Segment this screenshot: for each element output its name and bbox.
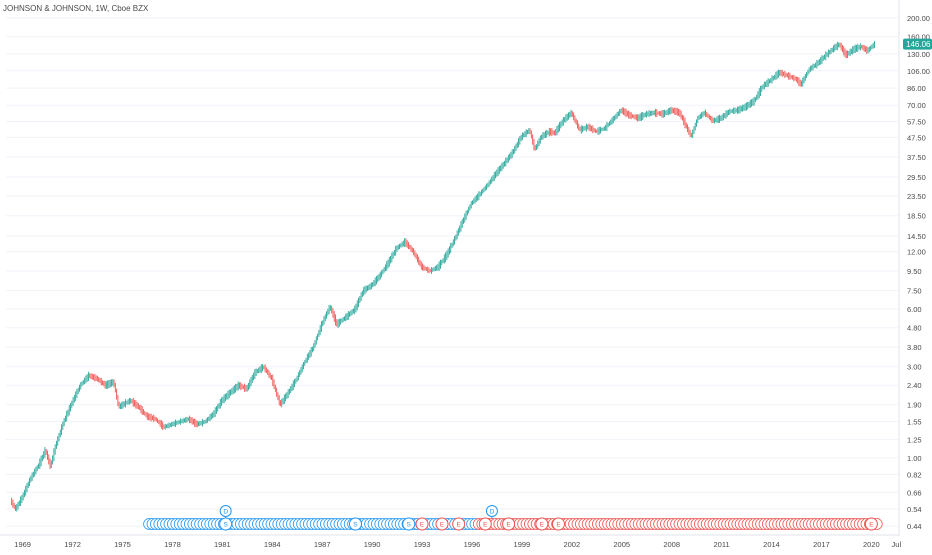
price-tick-label: 0.54 — [907, 505, 922, 514]
dividend-marker[interactable] — [485, 505, 498, 517]
time-tick-label: 1987 — [314, 540, 331, 549]
earnings-marker[interactable] — [864, 517, 878, 531]
price-tick-label: 2.40 — [907, 381, 922, 390]
price-tick-label: 9.50 — [907, 267, 922, 276]
price-tick-label: 3.00 — [907, 363, 922, 372]
price-tick-label: 130.00 — [907, 50, 930, 59]
time-tick-label: 1996 — [464, 540, 481, 549]
price-tick-label: 23.50 — [907, 192, 926, 201]
time-tick-label: 2017 — [813, 540, 830, 549]
price-tick-label: 57.50 — [907, 118, 926, 127]
time-tick-label: 2005 — [613, 540, 630, 549]
event-marker-letter: E — [506, 522, 511, 529]
price-tick-label: 0.82 — [907, 470, 922, 479]
price-tick-label: 29.50 — [907, 173, 926, 182]
time-tick-label: 1999 — [514, 540, 531, 549]
earnings-marker[interactable] — [435, 517, 449, 531]
price-tick-label: 86.00 — [907, 84, 926, 93]
price-tick-label: 1.90 — [907, 401, 922, 410]
price-tick-label: 3.80 — [907, 343, 922, 352]
price-tick-label: 1.55 — [907, 418, 922, 427]
earnings-marker[interactable] — [478, 517, 492, 531]
event-marker-letter: E — [540, 522, 545, 529]
event-marker-letter: S — [353, 522, 358, 529]
price-tick-label: 18.50 — [907, 212, 926, 221]
price-tick-label: 0.44 — [907, 522, 922, 531]
dividend-marker[interactable] — [219, 505, 232, 517]
time-tick-label: 1972 — [64, 540, 81, 549]
time-tick-label: 1990 — [364, 540, 381, 549]
price-tick-label: 70.00 — [907, 101, 926, 110]
event-marker-letter: S — [407, 522, 412, 529]
chart-gridlines — [6, 17, 898, 527]
candle-series — [11, 41, 875, 512]
price-tick-label: 6.00 — [907, 305, 922, 314]
price-tick-label: 160.00 — [907, 33, 930, 42]
price-axis[interactable]: 200.00 160.00 130.00 106.00 86.00 70.00 57.50 4… — [898, 0, 930, 536]
last-price-badge: 146.06 — [903, 38, 932, 50]
earnings-marker[interactable] — [452, 517, 466, 531]
time-tick-label: 1984 — [264, 540, 281, 549]
price-tick-label: 14.50 — [907, 232, 926, 241]
last-price-text: 146.06 — [906, 40, 931, 49]
price-tick-label: 12.00 — [907, 248, 926, 257]
earnings-marker[interactable] — [552, 517, 566, 531]
event-marker-letter: E — [420, 522, 425, 529]
price-tick-label: 0.66 — [907, 488, 922, 497]
time-tick-label: 1975 — [114, 540, 131, 549]
event-marker-letter: E — [440, 522, 445, 529]
price-tick-label: 4.80 — [907, 324, 922, 333]
time-tick-label: Jul — [892, 540, 902, 549]
earnings-marker[interactable] — [415, 517, 429, 531]
price-tick-label: 47.50 — [907, 133, 926, 142]
time-tick-label: 1981 — [214, 540, 231, 549]
time-tick-label: 2008 — [663, 540, 680, 549]
event-marker-letter: E — [556, 522, 561, 529]
split-marker[interactable] — [402, 517, 416, 531]
price-tick-label: 1.00 — [907, 454, 922, 463]
time-tick-label: 1978 — [164, 540, 181, 549]
price-tick-label: 37.50 — [907, 153, 926, 162]
price-tick-label: 106.00 — [907, 67, 930, 76]
split-marker[interactable] — [348, 517, 362, 531]
time-tick-label: 2011 — [714, 540, 730, 549]
time-tick-label: 1993 — [414, 540, 431, 549]
event-marker-letter: S — [223, 522, 228, 529]
time-tick-label: 2020 — [863, 540, 880, 549]
price-tick-label: 7.50 — [907, 287, 922, 296]
price-tick-label: 200.00 — [907, 14, 930, 23]
event-marker-letter: E — [483, 522, 488, 529]
event-markers-row: S S S E E E E E E E ED D — [143, 505, 883, 531]
time-tick-label: 1969 — [14, 540, 31, 549]
symbol-header: JOHNSON & JOHNSON, 1W, Cboe BZX — [3, 4, 149, 13]
earnings-marker[interactable] — [502, 517, 516, 531]
price-tick-label: 1.25 — [907, 435, 922, 444]
time-axis[interactable]: 1969 1972 1975 1978 1981 1984 1987 1990 1993 1996… — [0, 534, 902, 549]
time-tick-label: 2002 — [563, 540, 580, 549]
event-marker-letter: E — [869, 522, 874, 529]
dividend-marker-letter: D — [223, 509, 228, 516]
earnings-marker[interactable] — [535, 517, 549, 531]
dividend-marker-letter: D — [490, 509, 495, 516]
event-marker-letter: E — [456, 522, 461, 529]
time-tick-label: 2014 — [763, 540, 780, 549]
